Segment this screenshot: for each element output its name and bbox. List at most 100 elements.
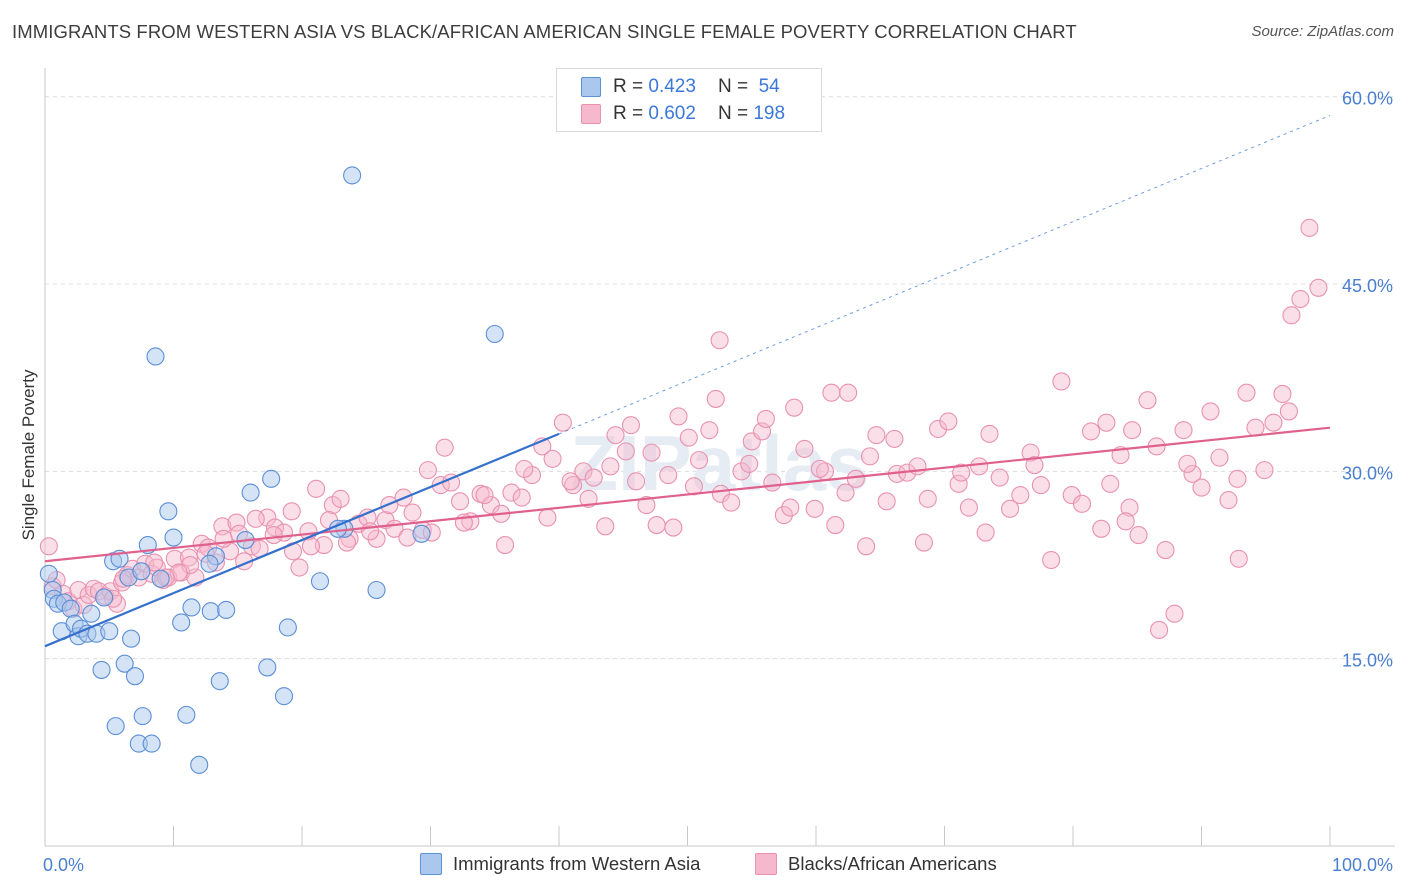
legend-n-value: 54	[758, 76, 780, 97]
source-label: Source: ZipAtlas.com	[1251, 23, 1394, 40]
pink-point	[1011, 486, 1030, 505]
blue-trend-line-extension	[558, 115, 1331, 435]
pink-point	[606, 426, 625, 445]
pink-point	[1129, 526, 1148, 545]
y-tick-label: 15.0%	[1342, 651, 1393, 671]
legend-n-value: 198	[753, 103, 786, 124]
pink-point	[214, 529, 233, 548]
pink-point	[795, 439, 814, 458]
pink-point	[1255, 461, 1274, 480]
pink-point	[939, 412, 958, 431]
pink-point	[836, 483, 855, 502]
blue-point	[151, 569, 170, 588]
pink-point	[781, 498, 800, 517]
pink-point	[403, 503, 422, 522]
pink-point	[1279, 402, 1298, 421]
pink-point	[512, 488, 531, 507]
pink-point	[553, 413, 572, 432]
pink-point	[860, 447, 880, 466]
pink-point	[1031, 476, 1050, 495]
pink-point	[596, 517, 615, 536]
pink-point	[990, 468, 1009, 487]
blue-point	[217, 600, 236, 620]
bottom-legend-item-western-asia: Immigrants from Western Asia	[420, 852, 700, 876]
blue-point	[262, 469, 281, 488]
pink-point	[1052, 372, 1071, 391]
pink-point	[914, 533, 933, 552]
blue-point	[190, 755, 209, 774]
pink-point	[908, 457, 927, 476]
pink-point	[637, 496, 656, 515]
pink-point	[1072, 494, 1092, 513]
legend-row-blue: R = 0.423 N = 54	[581, 75, 780, 99]
pink-point	[679, 428, 698, 447]
pink-point	[839, 383, 858, 402]
legend-n-label: N =	[717, 103, 749, 124]
pink-point	[774, 506, 793, 525]
pink-point	[264, 526, 283, 545]
pink-point	[145, 553, 164, 572]
pink-point	[1000, 499, 1020, 518]
blue-point	[172, 613, 191, 632]
pink-point	[867, 426, 886, 445]
pink-point	[1156, 540, 1175, 560]
pink-point	[361, 522, 380, 541]
legend-r-label: R =	[613, 103, 644, 124]
blue-point	[241, 483, 260, 502]
pink-point	[39, 537, 58, 556]
blue-point	[100, 622, 119, 641]
legend-n-label: N =	[717, 76, 749, 97]
blue-point	[133, 707, 152, 726]
pink-point	[314, 535, 333, 555]
pink-point	[949, 474, 968, 493]
blue-point	[164, 528, 183, 547]
pink-point	[857, 537, 876, 556]
blue-point	[61, 599, 80, 618]
legend-r-value: 0.602	[648, 103, 696, 124]
blue-point	[142, 734, 161, 753]
blue-point	[146, 347, 165, 366]
pink-point	[1300, 218, 1319, 237]
blue-point	[412, 524, 431, 543]
blue-point	[201, 602, 220, 621]
blue-point	[343, 166, 362, 185]
pink-point	[1138, 391, 1157, 410]
pink-point	[826, 516, 845, 535]
pink-point	[918, 489, 937, 508]
pink-point	[710, 331, 729, 350]
legend-row-pink: R = 0.602 N = 198	[581, 102, 785, 126]
pink-point	[664, 518, 683, 537]
pink-point	[722, 493, 741, 512]
correlation-legend: R = 0.423 N = 54 R = 0.602 N = 198	[556, 68, 822, 132]
pink-point	[669, 407, 688, 426]
blue-point	[95, 588, 114, 607]
blue-point	[159, 502, 178, 521]
pink-point	[418, 461, 437, 480]
legend-swatch-blue	[581, 77, 601, 97]
pink-point	[538, 508, 557, 527]
legend-swatch-pink	[755, 853, 777, 875]
pink-point	[1183, 464, 1202, 483]
pink-point	[877, 492, 896, 511]
pink-point	[616, 442, 635, 461]
blue-point	[82, 604, 101, 623]
blue-point	[182, 598, 201, 617]
pink-point	[659, 466, 678, 485]
pink-point	[1081, 422, 1101, 441]
blue-point	[125, 667, 144, 686]
pink-point	[515, 459, 534, 478]
blue-point	[92, 660, 111, 679]
pink-point	[1273, 384, 1292, 403]
blue-trend-line	[44, 432, 560, 648]
pink-point	[1237, 383, 1256, 402]
pink-point	[265, 518, 285, 537]
chart-title: IMMIGRANTS FROM WESTERN ASIA VS BLACK/AF…	[12, 21, 1077, 42]
pink-trend-line	[44, 426, 1331, 563]
y-tick-label: 45.0%	[1342, 276, 1393, 296]
pink-point	[1246, 418, 1265, 437]
pink-point	[543, 449, 562, 468]
pink-point	[706, 389, 725, 408]
pink-point	[1025, 456, 1044, 475]
pink-point	[700, 421, 719, 440]
pink-point	[367, 529, 386, 548]
